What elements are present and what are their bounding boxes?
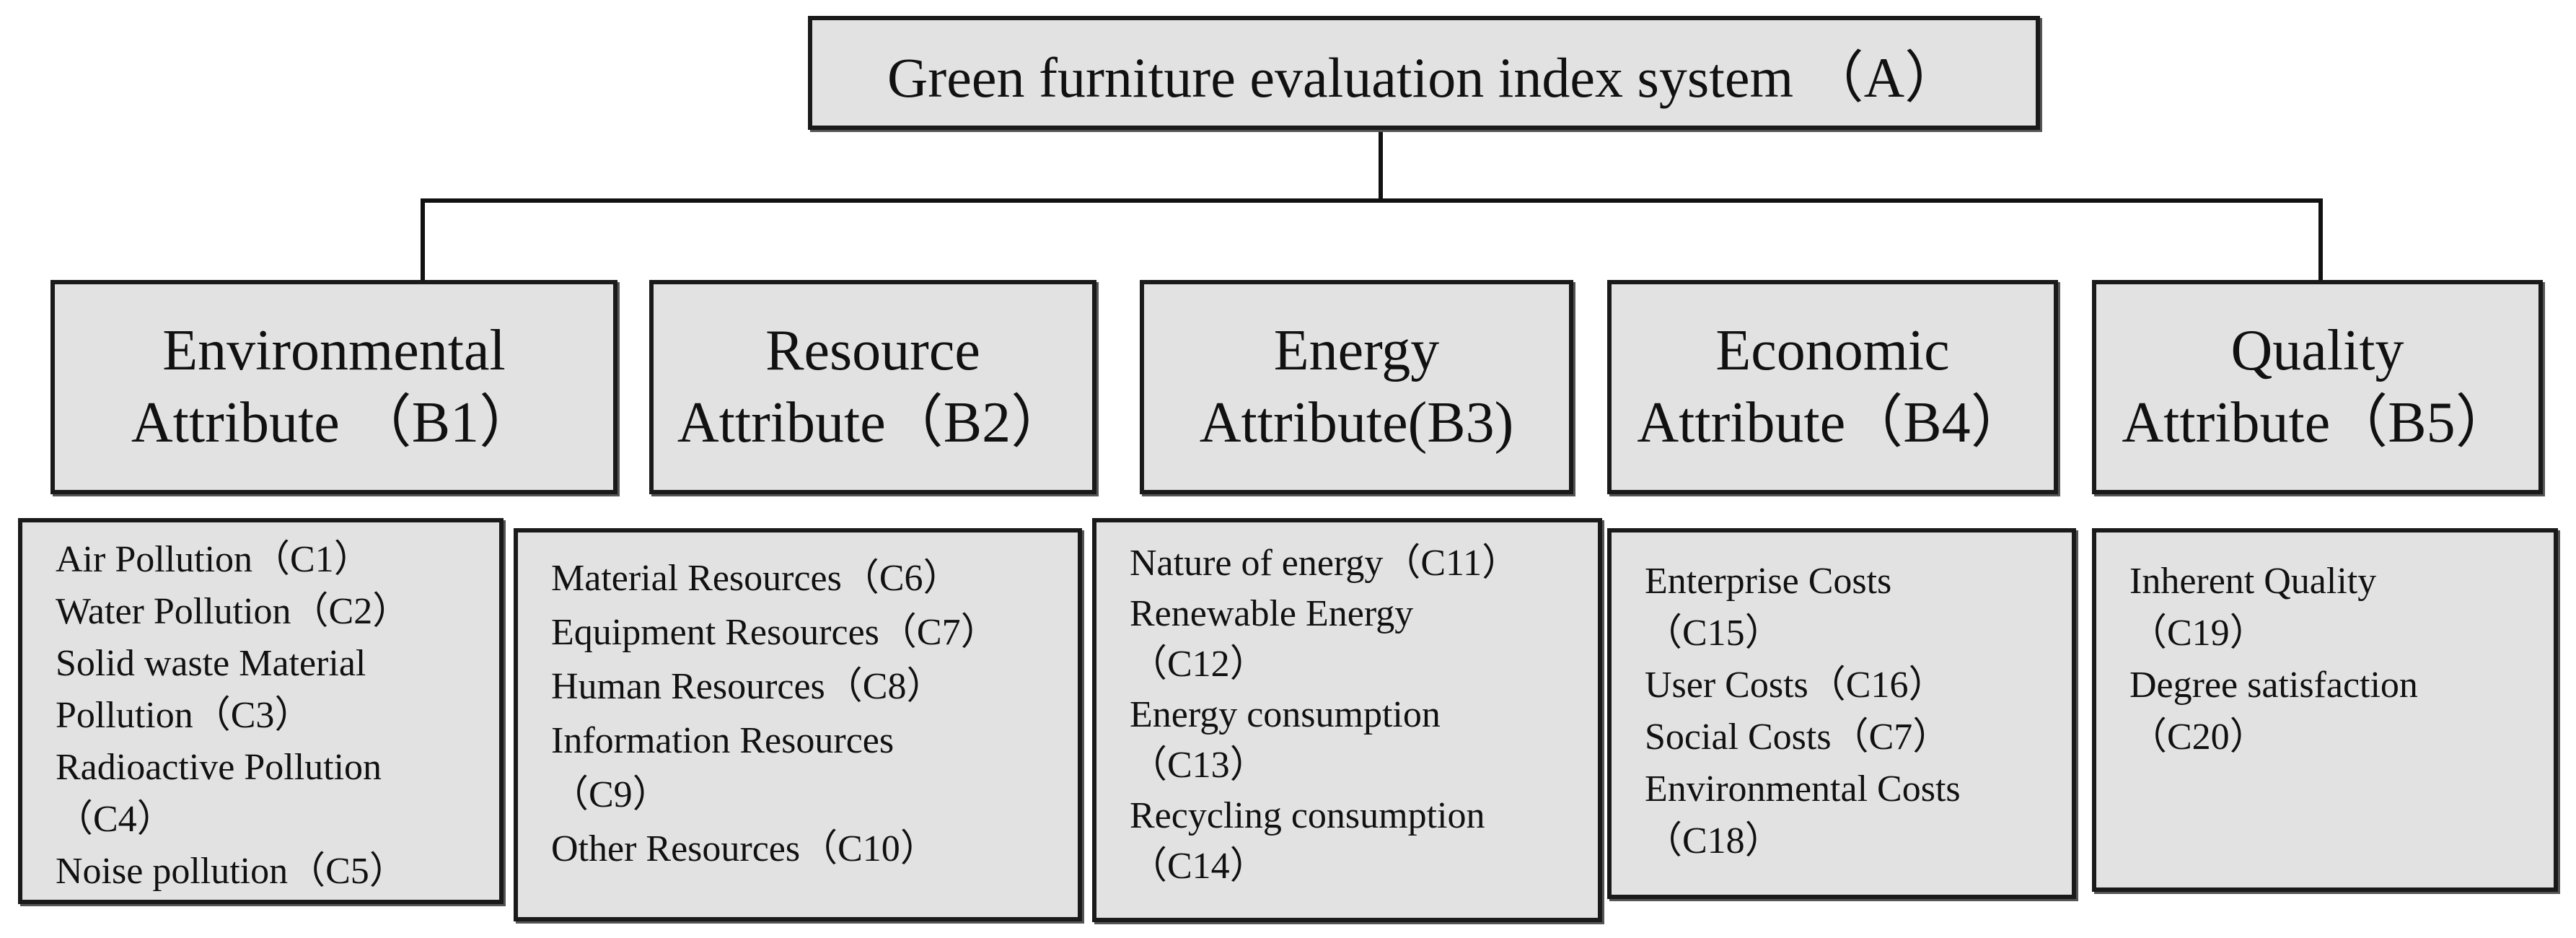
indicator-item-b2-2: Equipment Resources（C7） xyxy=(551,612,998,653)
indicator-item-b4-2: （C15） xyxy=(1645,613,1782,654)
indicator-list-b1: Air Pollution（C1） Water Pollution（C2） Soli… xyxy=(56,534,499,898)
indicator-item-b5-4: （C20） xyxy=(2129,716,2267,758)
indicator-item-b2-6: Other Resources（C10） xyxy=(551,828,938,869)
indicator-item-b3-5: （C13） xyxy=(1130,745,1267,786)
indicator-item-b3-4: Energy consumption xyxy=(1130,694,1441,735)
indicator-list-b3: Nature of energy（C11） Renewable Energy （C1… xyxy=(1130,538,1598,892)
attribute-b1-line1: Environmental xyxy=(162,319,506,383)
indicator-item-b4-4: Social Costs（C7） xyxy=(1645,716,1951,758)
indicator-list-b4: Enterprise Costs （C15） User Costs（C16） Soci… xyxy=(1645,556,2072,867)
indicator-item-b3-1: Nature of energy（C11） xyxy=(1130,543,1520,584)
indicator-item-b1-1: Air Pollution（C1） xyxy=(56,539,372,580)
indicator-item-b4-5: Environmental Costs xyxy=(1645,768,1961,810)
attribute-b3-line1: Energy xyxy=(1273,319,1440,383)
attribute-node-b5: Quality Attribute（B5） xyxy=(2092,280,2543,494)
attribute-node-b2: Resource Attribute（B2） xyxy=(649,280,1096,494)
indicator-item-b1-4: Pollution（C3） xyxy=(56,695,312,736)
indicator-item-b1-6: （C4） xyxy=(56,799,175,840)
indicator-item-b2-1: Material Resources（C6） xyxy=(551,558,961,599)
indicator-box-b3: Nature of energy（C11） Renewable Energy （C1… xyxy=(1092,518,1602,922)
attribute-b5-line1: Quality xyxy=(2230,319,2404,383)
attribute-node-b1: Environmental Attribute （B1） xyxy=(50,280,617,494)
indicator-box-b2: Material Resources（C6） Equipment Resource… xyxy=(514,528,1082,921)
attribute-node-b4: Economic Attribute（B4） xyxy=(1607,280,2058,494)
indicator-item-b5-3: Degree satisfaction xyxy=(2129,665,2418,706)
indicator-item-b3-2: Renewable Energy xyxy=(1130,593,1414,634)
indicator-item-b4-1: Enterprise Costs xyxy=(1645,561,1892,602)
indicator-item-b1-7: Noise pollution（C5） xyxy=(56,851,407,892)
attribute-b2-line2: Attribute（B2） xyxy=(677,390,1069,455)
indicator-item-b4-3: User Costs（C16） xyxy=(1645,665,1946,706)
indicator-box-b4: Enterprise Costs （C15） User Costs（C16） Soci… xyxy=(1607,528,2076,899)
root-node-a: Green furniture evaluation index system … xyxy=(808,16,2040,130)
attribute-b4-line1: Economic xyxy=(1715,319,1950,383)
indicator-item-b5-1: Inherent Quality xyxy=(2129,561,2377,602)
indicator-list-b2: Material Resources（C6） Equipment Resource… xyxy=(551,551,1078,876)
attribute-b1-line2: Attribute （B1） xyxy=(131,390,537,455)
indicator-item-b3-6: Recycling consumption xyxy=(1130,795,1485,836)
indicator-item-b3-7: （C14） xyxy=(1130,846,1267,887)
attribute-b5-line2: Attribute（B5） xyxy=(2122,390,2513,455)
indicator-item-b2-3: Human Resources（C8） xyxy=(551,666,944,707)
root-node-label: Green furniture evaluation index system … xyxy=(887,46,1961,109)
indicator-item-b4-6: （C18） xyxy=(1645,820,1782,862)
indicator-item-b5-2: （C19） xyxy=(2129,613,2267,654)
indicator-box-b1: Air Pollution（C1） Water Pollution（C2） Soli… xyxy=(18,518,504,904)
indicator-list-b5: Inherent Quality （C19） Degree satisfaction… xyxy=(2129,556,2554,763)
attribute-node-b3: Energy Attribute(B3) xyxy=(1140,280,1573,494)
indicator-item-b3-3: （C12） xyxy=(1130,644,1267,685)
indicator-box-b5: Inherent Quality （C19） Degree satisfaction… xyxy=(2092,528,2558,892)
attribute-b4-line2: Attribute（B4） xyxy=(1637,390,2028,455)
indicator-item-b1-5: Radioactive Pollution xyxy=(56,747,382,788)
indicator-item-b1-3: Solid waste Material xyxy=(56,643,366,684)
attribute-b2-line1: Resource xyxy=(765,319,980,383)
indicator-item-b2-4: Information Resources xyxy=(551,720,894,761)
indicator-item-b1-2: Water Pollution（C2） xyxy=(56,591,410,632)
indicator-item-b2-5: （C9） xyxy=(551,774,670,815)
attribute-b3-line2: Attribute(B3) xyxy=(1199,390,1514,455)
